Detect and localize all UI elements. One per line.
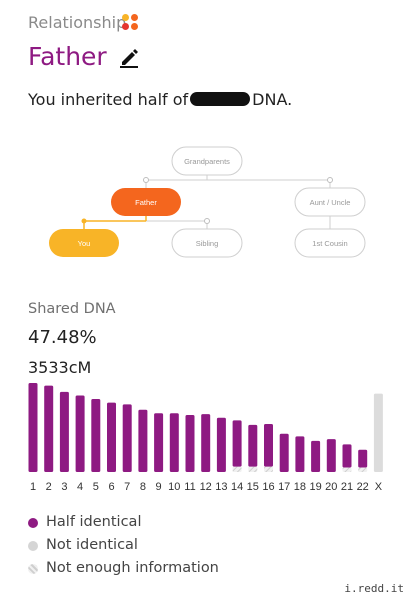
bar-half-identical-6 xyxy=(107,402,116,472)
x-tick-label: 8 xyxy=(140,481,146,493)
node-grandparents[interactable]: Grandparents xyxy=(171,146,243,176)
family-tree: Grandparents Father Aunt / Uncle You Sib… xyxy=(49,146,366,258)
x-tick-label: 9 xyxy=(156,481,162,493)
x-tick-label: 5 xyxy=(93,481,99,493)
bar-half-identical-19 xyxy=(311,440,321,472)
inherit-suffix: DNA. xyxy=(252,90,293,109)
bar-half-identical-21 xyxy=(342,444,352,468)
legend-label: Half identical xyxy=(46,514,142,530)
node-aunt-uncle[interactable]: Aunt / Uncle xyxy=(294,187,366,217)
bar-half-identical-5 xyxy=(91,399,101,472)
bar-half-identical-18 xyxy=(295,436,305,472)
bar-half-identical-17 xyxy=(279,433,289,472)
bar-half-identical-7 xyxy=(122,404,132,472)
x-tick-label: 19 xyxy=(309,481,321,493)
bar-half-identical-12 xyxy=(201,414,211,472)
x-tick-label: 18 xyxy=(294,481,306,493)
legend-swatch-icon xyxy=(28,541,38,551)
x-tick-label: 3 xyxy=(61,481,67,493)
bar-half-identical-16 xyxy=(264,423,273,467)
chart-bars xyxy=(28,383,383,472)
bar-half-identical-2 xyxy=(44,385,54,472)
x-tick-label: 13 xyxy=(215,481,227,493)
bar-half-identical-9 xyxy=(154,413,164,472)
chart-x-labels: 1 2 3 4 5 6 7 8 9 10 11 12 13 14 15 16 17 18 19 20 21 22 X xyxy=(30,481,383,493)
node-father-label: Father xyxy=(135,198,157,207)
x-tick-label: 11 xyxy=(184,481,195,493)
bar-half-identical-4 xyxy=(75,395,85,472)
x-tick-label: 22 xyxy=(357,481,369,493)
node-aunt-uncle-label: Aunt / Uncle xyxy=(310,198,351,207)
relationship-label: Relationship xyxy=(28,13,127,32)
legend-swatch-icon xyxy=(28,564,38,574)
x-tick-label: 1 xyxy=(30,481,36,493)
shared-dna-centimorgans: 3533cM xyxy=(28,358,92,377)
node-sibling-label: Sibling xyxy=(196,239,219,248)
bar-half-identical-22 xyxy=(358,449,368,468)
bar-half-identical-14 xyxy=(232,420,242,467)
x-tick-label: 10 xyxy=(168,481,180,493)
bar-half-identical-13 xyxy=(216,417,226,472)
bar-half-identical-3 xyxy=(59,391,69,472)
chromosome-chart: 1 2 3 4 5 6 7 8 9 10 11 12 13 14 15 16 17 18 19 20 21 22 X xyxy=(28,383,383,493)
inherit-sentence: You inherited half of DNA. xyxy=(28,90,292,109)
legend-label: Not identical xyxy=(46,537,138,553)
redacted-name xyxy=(190,92,251,106)
legend-label: Not enough information xyxy=(46,560,219,576)
bar-half-identical-20 xyxy=(326,439,336,472)
bar-not-enough-info-15 xyxy=(248,466,258,472)
x-tick-label: 7 xyxy=(124,481,130,493)
watermark: i.redd.it xyxy=(344,582,404,595)
x-tick-label: 20 xyxy=(325,481,337,493)
bar-half-identical-15 xyxy=(248,424,258,467)
relationship-dots-icon xyxy=(122,14,138,30)
x-tick-label: 14 xyxy=(231,481,243,493)
bar-half-identical-10 xyxy=(169,413,179,472)
shared-dna-percent: 47.48% xyxy=(28,327,97,348)
node-first-cousin[interactable]: 1st Cousin xyxy=(294,228,366,258)
legend-swatch-icon xyxy=(28,518,38,528)
junction-dots xyxy=(143,177,333,224)
bar-half-identical-11 xyxy=(185,415,195,472)
bar-half-identical-8 xyxy=(138,409,148,472)
bar-not-enough-info-14 xyxy=(232,466,242,472)
x-tick-label: 4 xyxy=(77,481,83,493)
shared-dna-label: Shared DNA xyxy=(28,301,116,317)
node-grandparents-label: Grandparents xyxy=(184,157,230,166)
x-tick-label: X xyxy=(375,481,383,493)
node-sibling[interactable]: Sibling xyxy=(171,228,243,258)
bar-not-identical-X xyxy=(373,393,383,472)
bar-not-enough-info-21 xyxy=(342,467,352,472)
bar-not-enough-info-16 xyxy=(264,466,273,472)
relationship-title: Father xyxy=(28,42,107,71)
node-you[interactable]: You xyxy=(49,229,119,257)
node-you-label: You xyxy=(78,239,91,248)
x-tick-label: 6 xyxy=(108,481,114,493)
node-first-cousin-label: 1st Cousin xyxy=(312,239,347,248)
edit-pencil-icon[interactable] xyxy=(118,46,140,68)
bar-not-enough-info-22 xyxy=(358,467,368,472)
junction-dot-you xyxy=(81,218,87,224)
x-tick-label: 17 xyxy=(278,481,290,493)
x-tick-label: 15 xyxy=(247,481,259,493)
x-tick-label: 16 xyxy=(262,481,274,493)
inherit-prefix: You inherited half of xyxy=(28,90,189,109)
x-tick-label: 21 xyxy=(341,481,353,493)
x-tick-label: 12 xyxy=(200,481,212,493)
x-tick-label: 2 xyxy=(46,481,52,493)
bar-half-identical-1 xyxy=(28,383,38,472)
node-father[interactable]: Father xyxy=(111,188,181,216)
